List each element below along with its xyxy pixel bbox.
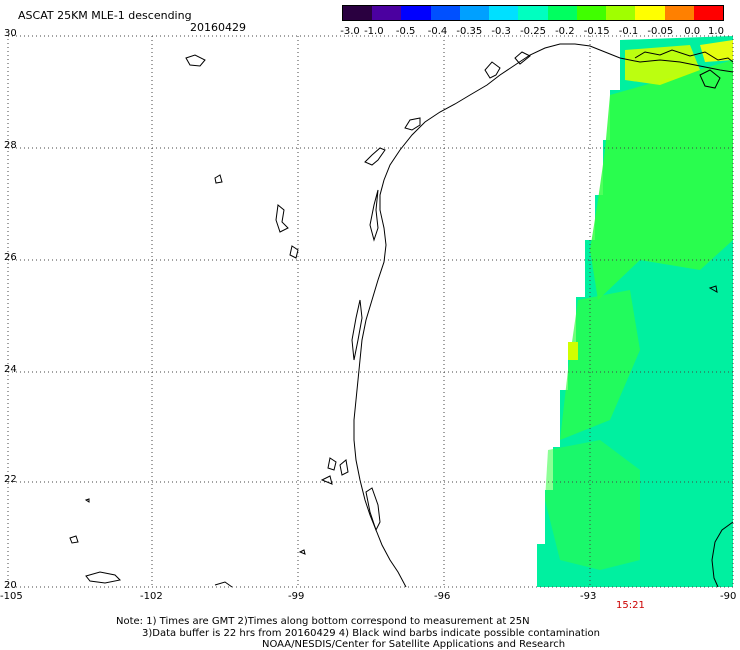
inland-features	[69, 54, 718, 588]
colorbar-segment	[401, 6, 432, 20]
lat-label-24: 24	[4, 364, 17, 375]
colorbar-segment	[693, 6, 724, 20]
time-label: 15:21	[616, 600, 645, 611]
swath-green-north	[590, 60, 733, 300]
note-line-3: NOAA/NESDIS/Center for Satellite Applica…	[262, 639, 566, 650]
colorbar-segment	[576, 6, 607, 20]
colorbar-segment	[547, 6, 578, 20]
lat-label-26: 26	[4, 252, 17, 263]
lat-label-22: 22	[4, 474, 17, 485]
colorbar-segment	[430, 6, 461, 20]
colorbar-label: 1.0	[708, 26, 724, 37]
colorbar-label: -0.25	[520, 26, 546, 37]
swath-yellow-ne2	[700, 40, 733, 62]
colorbar-label: -0.5	[395, 26, 416, 37]
colorbar-label: -0.1	[618, 26, 639, 37]
note-line-1: Note: 1) Times are GMT 2)Times along bot…	[116, 616, 530, 627]
title: ASCAT 25KM MLE-1 descending	[18, 9, 192, 22]
lat-label-20: 20	[4, 580, 17, 591]
gridlines	[8, 36, 733, 587]
lon-label-105: -105	[0, 591, 23, 602]
lon-label-96: -96	[434, 591, 451, 602]
colorbar-segment	[518, 6, 549, 20]
colorbar	[342, 5, 724, 21]
colorbar-segment	[343, 6, 373, 20]
colorbar-label: 0.0	[684, 26, 701, 37]
date-label: 20160429	[190, 21, 246, 34]
colorbar-segment	[635, 6, 666, 20]
colorbar-segment	[459, 6, 490, 20]
map-frame	[7, 35, 734, 588]
colorbar-label: -3.0	[340, 26, 360, 37]
colorbar-label: -0.35	[456, 26, 483, 37]
colorbar-label: -1.0	[364, 26, 384, 37]
swath-green-south	[545, 440, 640, 570]
colorbar-segment	[489, 6, 519, 20]
lon-label-99: -99	[288, 591, 305, 602]
lon-label-90: -90	[720, 591, 737, 602]
colorbar-label: -0.15	[583, 26, 610, 37]
colorbar-segment	[664, 6, 695, 20]
colorbar-label: -0.4	[427, 26, 448, 37]
note-line-2: 3)Data buffer is 22 hrs from 20160429 4)…	[142, 628, 600, 639]
colorbar-segment	[372, 6, 402, 20]
lat-label-28: 28	[4, 140, 17, 151]
colorbar-label: -0.2	[555, 26, 575, 37]
data-swath	[537, 36, 733, 587]
colorbar-segment	[606, 6, 636, 20]
swath-yellow-ne	[625, 45, 700, 85]
swath-yellow-w	[568, 342, 578, 360]
lat-label-30: 30	[4, 28, 17, 39]
swath-green-mid	[560, 290, 640, 440]
coastline	[351, 43, 734, 588]
lon-label-102: -102	[140, 591, 163, 602]
colorbar-label: -0.3	[491, 26, 511, 37]
lon-label-93: -93	[580, 591, 597, 602]
colorbar-label: -0.05	[647, 26, 674, 37]
